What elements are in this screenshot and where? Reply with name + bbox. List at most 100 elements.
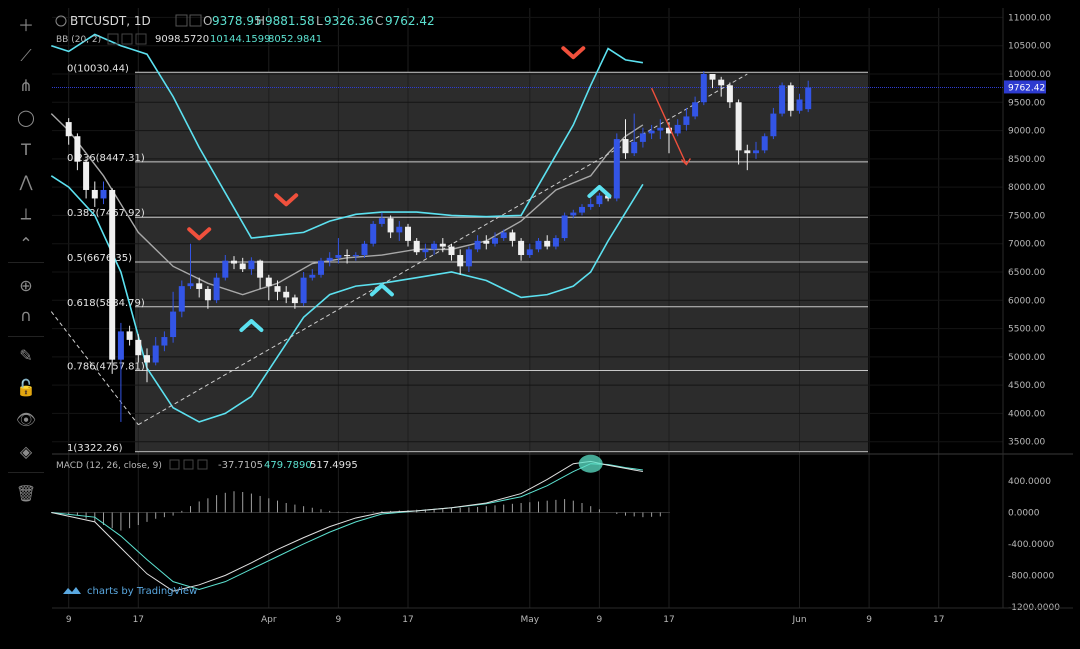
candle[interactable] — [318, 260, 324, 275]
candle[interactable] — [196, 283, 203, 289]
candle[interactable] — [74, 136, 81, 162]
candle[interactable] — [361, 243, 368, 256]
candle[interactable] — [300, 277, 307, 304]
candle[interactable] — [683, 116, 690, 125]
candle[interactable] — [291, 297, 298, 304]
candle[interactable] — [666, 127, 672, 134]
candle[interactable] — [726, 85, 733, 103]
candle[interactable] — [735, 102, 742, 151]
trash-icon[interactable]: 🗑 — [15, 484, 37, 503]
candle[interactable] — [596, 195, 603, 205]
candle[interactable] — [552, 238, 559, 247]
candle[interactable] — [65, 122, 72, 137]
candle[interactable] — [657, 127, 664, 131]
candle[interactable] — [509, 232, 516, 241]
pencil-lock-icon[interactable]: ✎ — [19, 346, 33, 365]
candle[interactable] — [91, 189, 98, 199]
trend-line-icon[interactable]: ⟋ — [20, 46, 32, 65]
macd-settings-icon[interactable] — [183, 459, 194, 470]
measure-icon[interactable]: ⟂ — [20, 204, 32, 223]
candle[interactable] — [222, 260, 229, 278]
candle[interactable] — [579, 206, 585, 213]
candle[interactable] — [109, 189, 116, 360]
candle[interactable] — [178, 286, 185, 312]
candle[interactable] — [483, 240, 490, 244]
candle[interactable] — [265, 277, 272, 287]
candle[interactable] — [283, 291, 290, 298]
candle[interactable] — [770, 113, 777, 137]
candle[interactable] — [457, 255, 464, 267]
candle[interactable] — [753, 150, 759, 154]
candle[interactable] — [100, 189, 107, 199]
eye-icon[interactable]: 👁 — [15, 410, 37, 429]
indicator-eye-icon[interactable] — [107, 33, 119, 45]
candle[interactable] — [535, 240, 542, 250]
candle[interactable] — [370, 223, 377, 244]
candle[interactable] — [518, 240, 525, 256]
candle[interactable] — [387, 218, 394, 233]
candle[interactable] — [439, 243, 446, 247]
candle[interactable] — [700, 74, 707, 103]
candle[interactable] — [204, 288, 211, 301]
candle[interactable] — [544, 240, 551, 247]
candle[interactable] — [787, 85, 794, 111]
candle[interactable] — [779, 85, 786, 114]
crosshair-icon[interactable]: ＋ — [17, 16, 34, 35]
indicator-close-icon[interactable] — [135, 33, 147, 45]
candle[interactable] — [587, 204, 594, 207]
candle[interactable] — [309, 274, 316, 278]
candle[interactable] — [152, 345, 159, 363]
candle[interactable] — [335, 255, 342, 258]
candle[interactable] — [761, 136, 768, 151]
candle[interactable] — [744, 150, 751, 154]
candle[interactable] — [718, 79, 725, 86]
candle[interactable] — [144, 355, 150, 363]
candle[interactable] — [613, 139, 620, 199]
candle[interactable] — [161, 337, 168, 346]
candle[interactable] — [500, 232, 507, 239]
candle[interactable] — [639, 133, 646, 142]
candle[interactable] — [805, 87, 812, 110]
pattern-icon[interactable]: ⋀ — [19, 172, 33, 191]
candle[interactable] — [257, 260, 264, 278]
candle[interactable] — [378, 218, 385, 224]
candle[interactable] — [413, 240, 420, 253]
candle[interactable] — [187, 283, 194, 287]
indicator-settings-icon[interactable] — [121, 33, 133, 45]
candle[interactable] — [213, 277, 220, 301]
brush-icon[interactable]: ◯ — [17, 108, 35, 127]
macd-close-icon[interactable] — [197, 459, 208, 470]
candle[interactable] — [126, 331, 133, 340]
candle[interactable] — [352, 255, 359, 257]
candle[interactable] — [239, 263, 246, 270]
candle[interactable] — [648, 130, 655, 134]
candle[interactable] — [170, 311, 177, 338]
candle[interactable] — [709, 74, 716, 80]
text-icon[interactable]: T — [21, 140, 31, 159]
macd-eye-icon[interactable] — [169, 459, 180, 470]
candle[interactable] — [117, 331, 124, 360]
chevron-up-icon[interactable]: ⌃ — [19, 234, 33, 253]
candle[interactable] — [422, 249, 429, 253]
candle[interactable] — [231, 260, 237, 264]
candle[interactable] — [431, 243, 438, 250]
magnet-icon[interactable]: ∩ — [20, 306, 32, 325]
candle[interactable] — [570, 212, 577, 216]
candle[interactable] — [631, 141, 638, 154]
candle[interactable] — [692, 102, 699, 117]
candle[interactable] — [492, 238, 498, 244]
zoom-in-icon[interactable]: ⊕ — [19, 276, 33, 295]
candle[interactable] — [526, 249, 533, 256]
candle[interactable] — [796, 99, 803, 111]
layers-icon[interactable]: ◈ — [19, 442, 33, 461]
candle[interactable] — [465, 249, 472, 267]
candle[interactable] — [135, 339, 142, 356]
candle[interactable] — [622, 139, 629, 154]
candle[interactable] — [474, 240, 481, 250]
candle[interactable] — [448, 246, 455, 256]
candle[interactable] — [674, 124, 681, 134]
candle[interactable] — [83, 161, 90, 190]
candle[interactable] — [405, 226, 411, 241]
candle[interactable] — [344, 255, 351, 257]
